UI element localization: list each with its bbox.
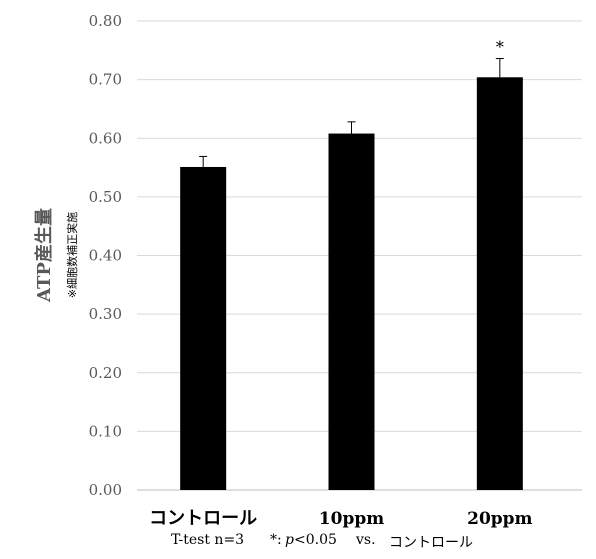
bar [476, 77, 523, 490]
footnote-p-prefix: *: [270, 532, 282, 548]
x-tick-label: 20ppm [467, 509, 532, 529]
error-bars [199, 58, 504, 167]
footnote-p-var: p [285, 532, 294, 548]
x-tick-label: コントロール [149, 508, 257, 529]
y-tick-label: 0.70 [89, 71, 122, 89]
x-tick-label: 10ppm [319, 509, 384, 529]
footnote-vs: vs. [356, 532, 376, 548]
footnote-control: コントロール [389, 535, 473, 551]
footnote-test: T-test n=3 [171, 532, 245, 548]
y-tick-label: 0.60 [89, 129, 122, 147]
y-axis-note: ※細胞数補正実施 [65, 212, 79, 298]
significance-star: * [496, 38, 504, 57]
bar [328, 133, 375, 490]
footnote-p-value: <0.05 [294, 532, 337, 548]
y-tick-label: 0.50 [89, 188, 122, 206]
y-tick-label: 0.80 [89, 12, 122, 30]
bars [180, 77, 523, 490]
y-tick-label: 0.30 [89, 305, 122, 323]
y-axis-ticks: 0.00 0.10 0.20 0.30 0.40 0.50 0.60 0.70 0.80 [89, 12, 122, 499]
y-axis-title-group: ATP産生量 ※細胞数補正実施 [33, 208, 79, 303]
y-axis-title: ATP産生量 [33, 208, 55, 303]
significance-marks: * [496, 38, 504, 57]
y-tick-label: 0.00 [89, 481, 122, 499]
bar [180, 166, 227, 490]
y-tick-label: 0.20 [89, 364, 122, 382]
x-axis-categories: コントロール 10ppm 20ppm [149, 508, 532, 529]
y-tick-label: 0.40 [89, 247, 122, 265]
y-tick-label: 0.10 [89, 422, 122, 440]
